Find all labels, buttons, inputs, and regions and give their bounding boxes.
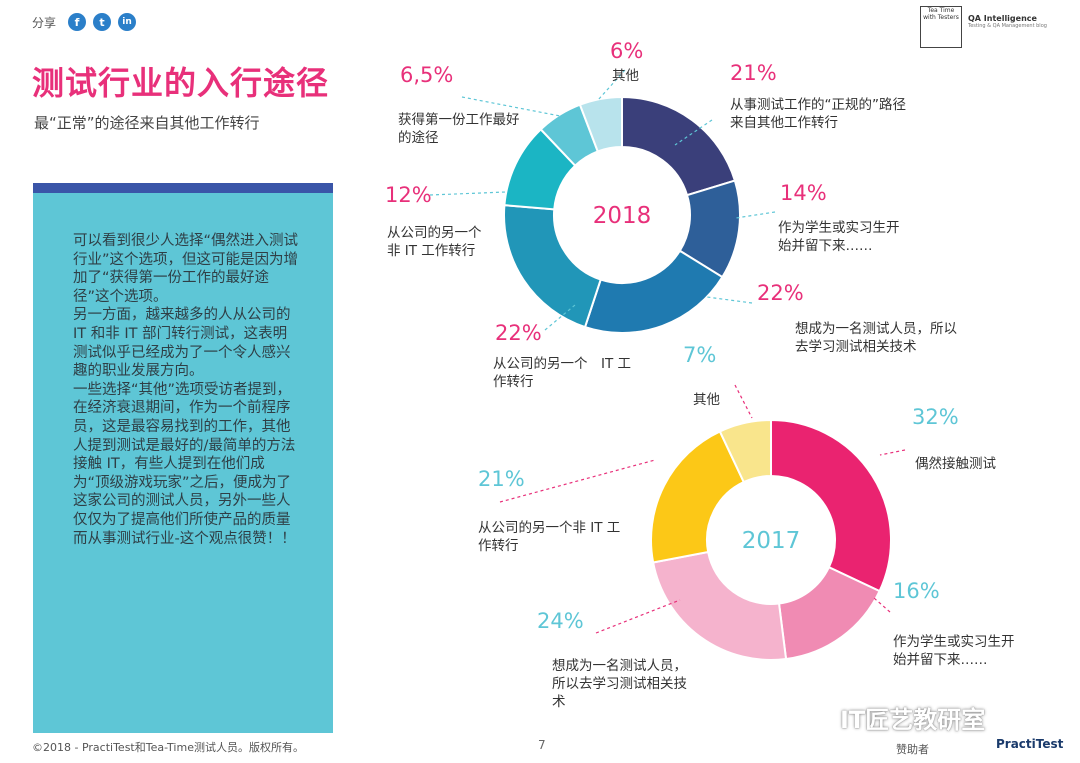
donut-2017-label-4-line-0: 其他 [693,392,720,408]
donut-2017-leader-1 [873,597,891,613]
donut-2018-label-6-line-0: 其他 [612,68,639,84]
donut-2018-pct-6: 6% [610,39,643,63]
sponsor-label: 赞助者 [896,743,929,756]
donut-2017-label-2-line-1: 所以去学习测试相关技 [552,676,687,692]
donut-2017-pct-3: 21% [478,467,525,491]
donut-2017-label-3-line-1: 作转行 [478,538,519,554]
accent-bar [33,183,333,193]
donut-2018-slice-6 [578,95,623,153]
donut-2017-label-1-line-0: 作为学生或实习生开 [893,634,1015,650]
donut-2017-leader-4 [734,384,753,419]
body-text: 可以看到很少人选择“偶然进入测试行业”这个选项，但这可能是因为增加了“获得第一份… [73,233,299,547]
page-number: 7 [538,738,546,752]
donut-2017-slice-0 [770,418,892,593]
twitter-icon[interactable]: t [93,13,111,31]
donut-2018-label-2-line-1: 去学习测试相关技术 [795,339,917,355]
donut-2018-label-5-line-0: 获得第一份工作最好 [398,111,520,128]
donut-2017-label-2-line-2: 术 [552,694,566,710]
donut-2018-label-1-line-1: 始并留下来…… [778,238,873,254]
donut-2018-label-0-line-1: 来自其他工作转行 [730,115,838,131]
donut-2018-label-3-line-1: 作转行 [493,374,534,390]
qa-logo-sub: Testing & QA Management blog [968,23,1047,29]
practitest-logo: PractiTest [996,737,1064,751]
page-title: 测试行业的入行途径 [32,64,330,102]
donut-2017-pct-2: 24% [537,609,584,633]
donut-2017-leader-0 [879,449,906,456]
donut-2018-pct-5: 6,5% [400,63,453,87]
donut-2018-slice-0 [621,95,737,197]
donut-2018-label-4-line-1: 非 IT 工作转行 [387,243,475,259]
donut-2017-slice-4 [718,418,772,484]
donut-2018-leader-0 [674,119,713,146]
donut-2017-pct-4: 7% [683,343,716,367]
donut-2017-label-2-line-0: 想成为一名测试人员， [552,658,687,674]
donut-2018-label-5-line-1: 的途径 [398,129,439,146]
donut-2017-label-0-line-0: 偶然接触测试 [915,455,996,472]
tea-time-logo: Tea Time with Testers [920,6,962,48]
qa-intelligence-logo: QA Intelligence Testing & QA Management … [968,14,1047,29]
share-label: 分享 [32,16,57,30]
donut-2018-label-3-line-0: 从公司的另一个 IT 工 [493,356,631,372]
linkedin-icon[interactable]: in [118,13,136,31]
donut-2017-slice-2 [651,550,788,661]
donut-2017-leader-3 [499,459,656,503]
donut-2017-pct-0: 32% [912,405,959,429]
donut-2017-pct-1: 16% [893,579,940,603]
donut-2017-label-3-line-0: 从公司的另一个非 IT 工 [478,520,620,536]
donut-2018-leader-1 [735,211,776,219]
donut-2017-center-label: 2017 [742,528,801,554]
donut-2018-pct-0: 21% [730,61,777,85]
donut-2018-label-2-line-0: 想成为一名测试人员，所以 [795,321,957,337]
donut-2018-label-0-line-0: 从事测试工作的“正规的”路径 [730,97,906,113]
donut-2018-slice-3 [503,204,602,329]
text-panel [33,193,333,733]
donut-2018-leader-6 [597,69,626,101]
donut-2018-label-1-line-0: 作为学生或实习生开 [778,220,900,236]
donut-2018-pct-1: 14% [780,181,827,205]
donut-2018-label-4-line-0: 从公司的另一个 [387,225,482,241]
donut-2018-center-label: 2018 [593,203,652,229]
donut-2018-pct-4: 12% [385,183,432,207]
donut-2018-pct-3: 22% [495,321,542,345]
donut-2018-leader-3 [544,304,576,331]
watermark: IT匠艺教研室 [840,706,986,734]
qa-logo-name: QA Intelligence [968,14,1037,23]
donut-2018-leader-2 [706,296,753,304]
copyright: ©2018 - PractiTest和Tea-Time测试人员。版权所有。 [32,741,304,754]
donut-2017-label-1-line-1: 始并留下来…… [893,652,988,668]
donut-2018-pct-2: 22% [757,281,804,305]
donut-2018-leader-4 [429,191,507,196]
donut-2017-leader-2 [595,599,681,634]
facebook-icon[interactable]: f [68,13,86,31]
donut-2018-leader-5 [461,96,561,117]
donut-2017-slice-3 [650,430,746,564]
page-subtitle: 最“正常”的途径来自其他工作转行 [34,114,260,132]
